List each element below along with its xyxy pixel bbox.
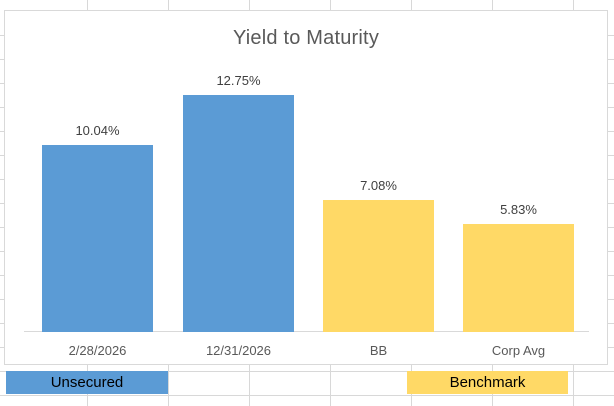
category-label-dec-2026: 12/31/2026 — [205, 343, 272, 358]
bar-feb-2026[interactable] — [42, 145, 153, 332]
benchmark-legend-cell[interactable]: Benchmark — [407, 371, 568, 394]
bar-group-dec-2026: 12.75% — [183, 61, 294, 332]
x-axis-line — [24, 331, 589, 332]
category-label-feb-2026: 2/28/2026 — [68, 343, 127, 358]
category-label-corp-avg: Corp Avg — [491, 343, 546, 358]
bar-bb[interactable] — [323, 200, 434, 332]
data-label-corp-avg: 5.83% — [500, 202, 537, 217]
yield-to-maturity-chart[interactable]: Yield to Maturity 10.04% 12.75% 7.08% 5.… — [4, 10, 608, 365]
bar-group-corp-avg: 5.83% — [463, 61, 574, 332]
data-label-feb-2026: 10.04% — [75, 123, 120, 138]
data-label-bb: 7.08% — [360, 178, 397, 193]
unsecured-legend-cell[interactable]: Unsecured — [6, 371, 168, 394]
bar-dec-2026[interactable] — [183, 95, 294, 332]
category-axis: 2/28/2026 12/31/2026 BB Corp Avg — [24, 343, 589, 359]
bar-group-bb: 7.08% — [323, 61, 434, 332]
bar-corp-avg[interactable] — [463, 224, 574, 332]
category-label-bb: BB — [369, 343, 388, 358]
bar-group-feb-2026: 10.04% — [42, 61, 153, 332]
chart-title: Yield to Maturity — [232, 27, 380, 49]
data-label-dec-2026: 12.75% — [216, 73, 261, 88]
plot-area: 10.04% 12.75% 7.08% 5.83% — [24, 61, 589, 332]
